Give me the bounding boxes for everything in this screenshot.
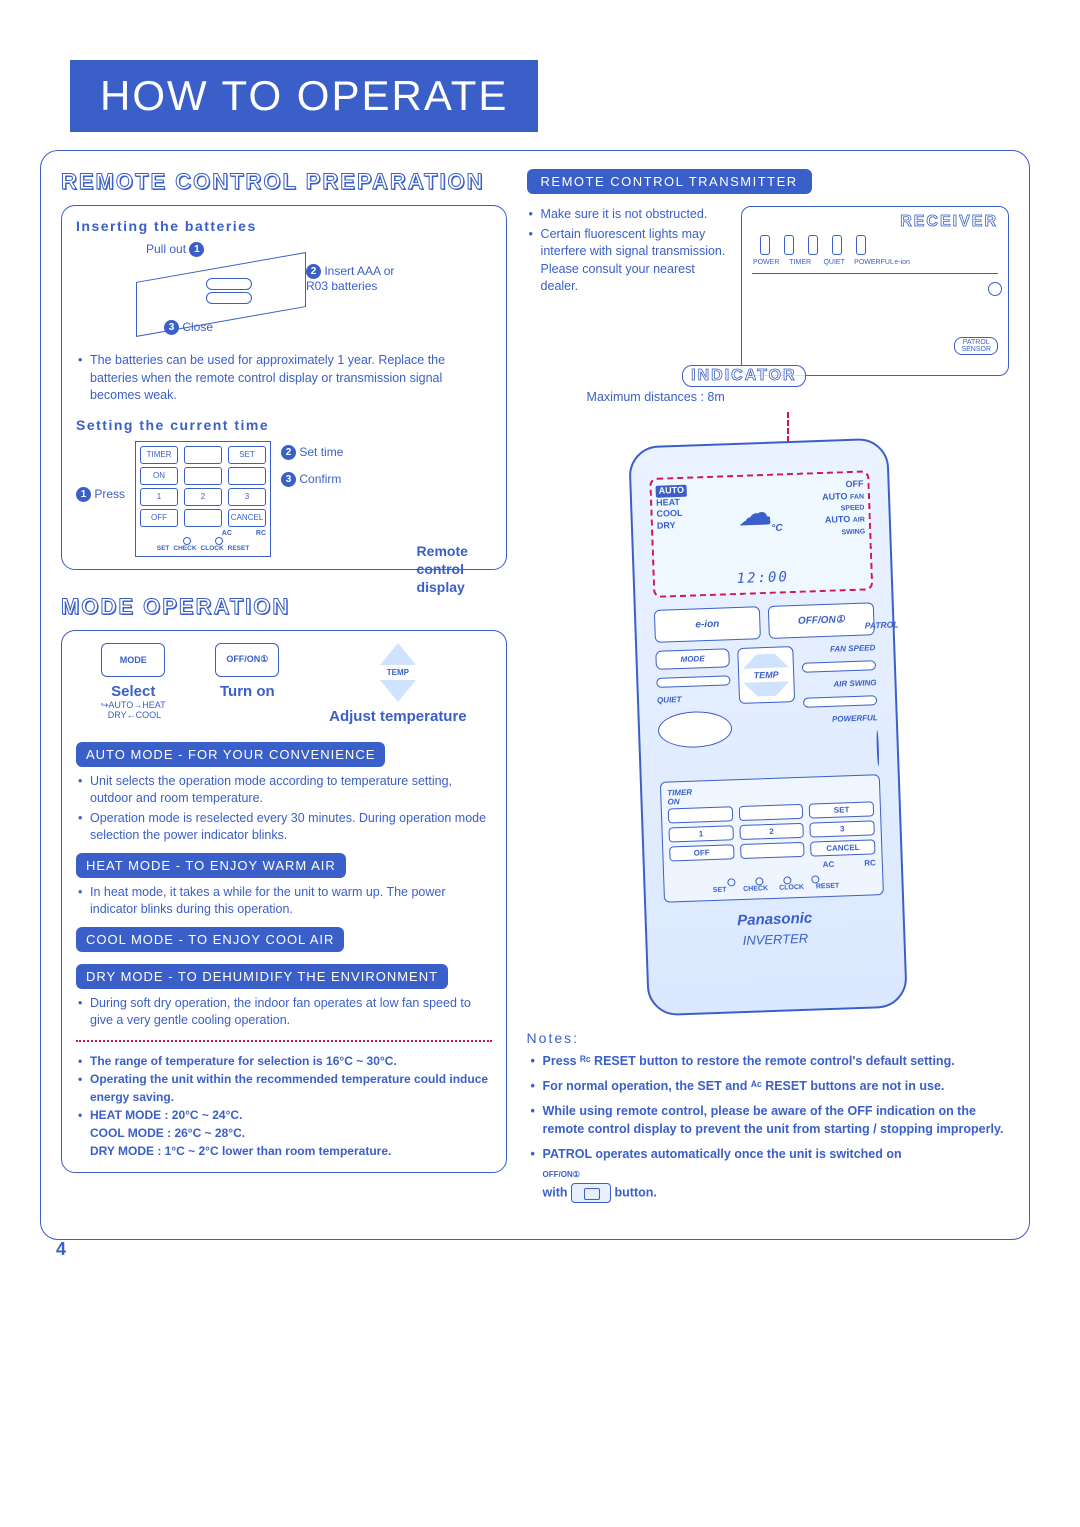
timer-block: TIMERON SET 1 2 3 <box>660 774 884 903</box>
press-label: Press <box>94 487 125 501</box>
heat-mode-bar: HEAT MODE - TO ENJOY WARM AIR <box>76 853 346 878</box>
transmitter-bar: REMOTE CONTROL TRANSMITTER <box>527 169 812 194</box>
airswing-button[interactable] <box>803 695 877 708</box>
dry-mode-bar: DRY MODE - TO DEHUMIDIFY THE ENVIRONMENT <box>76 964 448 989</box>
powerful-button[interactable] <box>876 730 879 766</box>
temp-range-1: The range of temperature for selection i… <box>76 1052 492 1070</box>
pullout-label: Pull out 1 <box>146 242 204 257</box>
dotted-divider <box>76 1040 492 1042</box>
transmitter-note-2: Certain fluorescent lights may interfere… <box>527 226 730 296</box>
receiver-diagram: RECEIVER POWER TIMER QUIET POW <box>741 206 1009 376</box>
battery-note: The batteries can be used for approximat… <box>76 352 492 405</box>
auto-note-1: Unit selects the operation mode accordin… <box>76 773 492 808</box>
eion-button[interactable]: e-ion <box>654 606 761 643</box>
led-icon <box>832 235 842 255</box>
led-labels: POWER TIMER QUIET POWERFUL e-ion <box>752 259 916 266</box>
blank-button[interactable] <box>656 675 730 688</box>
led-icon <box>784 235 794 255</box>
mode-turnon: OFF/ON① Turn on <box>215 643 279 726</box>
n3-button[interactable]: 3 <box>809 820 874 837</box>
max-distance: Maximum distances : 8m <box>587 390 1009 404</box>
confirm-label: Confirm <box>299 472 341 486</box>
offon-button[interactable]: OFF/ON① <box>768 602 875 639</box>
n1-button[interactable]: 1 <box>668 825 733 842</box>
patrol-sensor-label: PATROLSENSOR <box>954 337 998 355</box>
auto-mode-bar: AUTO MODE - FOR YOUR CONVENIENCE <box>76 742 385 767</box>
led-icon <box>856 235 866 255</box>
receiver-label: RECEIVER <box>900 213 998 231</box>
remote-display: AUTO HEAT COOL DRY ☁°C OFF AUTO FANSPEED… <box>649 470 873 598</box>
mode-button[interactable]: MODE <box>655 648 730 670</box>
mode-op-box: MODE Select ↪AUTO→HEAT DRY←COOL OFF/ON① … <box>61 630 507 1173</box>
temp-down-icon[interactable] <box>380 680 416 702</box>
remote-prep-heading: REMOTE CONTROL PREPARATION <box>61 169 507 195</box>
timer-blank2[interactable] <box>740 842 805 859</box>
temp-up-icon[interactable] <box>380 643 416 665</box>
temp-range-heat: HEAT MODE : 20°C ~ 24°C. COOL MODE : 26°… <box>76 1106 492 1160</box>
temp-down-icon[interactable] <box>743 681 789 697</box>
remote-body: AUTO HEAT COOL DRY ☁°C OFF AUTO FANSPEED… <box>628 438 908 1017</box>
display-temp-icon: ☁°C <box>738 493 783 535</box>
sensor-icon <box>988 282 1002 296</box>
quiet-button[interactable] <box>657 710 732 749</box>
set-button[interactable]: SET <box>809 801 874 818</box>
cool-mode-bar: COOL MODE - TO ENJOY COOL AIR <box>76 927 344 952</box>
timer-on-button[interactable] <box>668 806 733 823</box>
mode-op-heading: MODE OPERATION <box>61 594 507 620</box>
temp-up-icon[interactable] <box>742 653 788 669</box>
inverter-label: INVERTER <box>665 928 885 951</box>
rc-display-label: Remotecontroldisplay <box>417 542 468 597</box>
cancel-button[interactable]: CANCEL <box>810 839 875 856</box>
remote-prep-box: Inserting the batteries Pull out 1 2 Ins… <box>61 205 507 570</box>
close-label: Close <box>182 320 213 334</box>
led-icon <box>808 235 818 255</box>
insert-batteries-heading: Inserting the batteries <box>76 218 492 234</box>
timer-blank[interactable] <box>738 804 803 821</box>
note-4: PATROL operates automatically once the u… <box>527 1145 1009 1203</box>
auto-note-2: Operation mode is reselected every 30 mi… <box>76 810 492 845</box>
fanspeed-button[interactable] <box>802 660 876 673</box>
off-button[interactable]: OFF <box>669 844 734 861</box>
page-title: HOW TO OPERATE <box>70 60 538 132</box>
transmitter-note-1: Make sure it is not obstructed. <box>527 206 730 224</box>
mode-temp: TEMP Adjust temperature <box>329 643 467 726</box>
dry-note-1: During soft dry operation, the indoor fa… <box>76 995 492 1030</box>
temp-range-2: Operating the unit within the recommende… <box>76 1070 492 1106</box>
indicator-label: INDICATOR <box>682 365 805 387</box>
settime-label: Set time <box>299 445 343 459</box>
offon-small-icon <box>571 1183 611 1203</box>
heat-note-1: In heat mode, it takes a while for the u… <box>76 884 492 919</box>
set-time-heading: Setting the current time <box>76 417 492 433</box>
note-3: While using remote control, please be aw… <box>527 1102 1009 1140</box>
mode-select: MODE Select ↪AUTO→HEAT DRY←COOL <box>101 643 166 726</box>
temp-button[interactable]: TEMP <box>737 646 795 704</box>
display-clock: 12:00 <box>736 569 789 587</box>
note-2: For normal operation, the SET and ᴬᶜ RES… <box>527 1077 1009 1096</box>
led-icon <box>760 235 770 255</box>
page-number: 4 <box>56 1239 66 1260</box>
mode-button-icon[interactable]: MODE <box>101 643 165 677</box>
offon-button-icon[interactable]: OFF/ON① <box>215 643 279 677</box>
note-1: Press ᴿᶜ RESET button to restore the rem… <box>527 1052 1009 1071</box>
brand-label: Panasonic <box>664 907 884 932</box>
n2-button[interactable]: 2 <box>739 823 804 840</box>
battery-illustration: Pull out 1 2 Insert AAA or R03 batteries… <box>76 242 492 352</box>
main-frame: REMOTE CONTROL PREPARATION Inserting the… <box>40 150 1030 1240</box>
time-grid: TIMER SET ON 1 2 <box>135 441 271 557</box>
notes-heading: Notes: <box>527 1030 1009 1046</box>
